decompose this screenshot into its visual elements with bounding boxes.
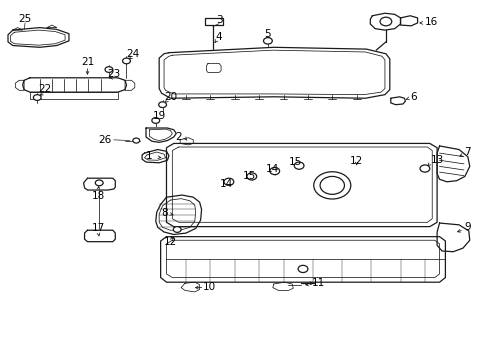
Polygon shape	[436, 146, 469, 182]
Circle shape	[158, 102, 166, 108]
Text: 7: 7	[463, 147, 469, 157]
Text: 10: 10	[203, 282, 216, 292]
Text: 17: 17	[91, 224, 104, 233]
Polygon shape	[181, 282, 199, 292]
Circle shape	[152, 118, 159, 123]
Text: 25: 25	[19, 14, 32, 24]
Circle shape	[122, 58, 130, 64]
Polygon shape	[84, 230, 115, 242]
Circle shape	[105, 67, 113, 72]
Polygon shape	[146, 128, 176, 142]
Polygon shape	[156, 195, 201, 234]
Text: 6: 6	[409, 92, 416, 102]
Polygon shape	[8, 28, 69, 47]
Text: 4: 4	[215, 32, 222, 41]
Circle shape	[246, 173, 256, 180]
Circle shape	[95, 180, 103, 186]
Polygon shape	[160, 237, 445, 282]
Text: 22: 22	[38, 84, 51, 94]
Polygon shape	[390, 97, 405, 105]
Text: 12: 12	[349, 156, 363, 166]
Circle shape	[313, 172, 350, 199]
Circle shape	[133, 138, 140, 143]
Circle shape	[298, 265, 307, 273]
Text: 9: 9	[463, 222, 469, 231]
Text: 13: 13	[430, 155, 443, 165]
Text: 21: 21	[81, 57, 94, 67]
Text: 11: 11	[311, 278, 325, 288]
Text: 24: 24	[126, 49, 140, 59]
Text: 20: 20	[163, 92, 177, 102]
Circle shape	[263, 38, 272, 44]
Text: 12: 12	[163, 237, 177, 247]
Circle shape	[294, 162, 304, 169]
Circle shape	[419, 165, 429, 172]
Text: 15: 15	[288, 157, 302, 167]
Text: 1: 1	[146, 150, 153, 161]
Polygon shape	[180, 138, 193, 145]
Text: 14: 14	[219, 179, 232, 189]
Text: 16: 16	[424, 17, 437, 27]
Polygon shape	[369, 13, 400, 30]
Text: 18: 18	[91, 191, 104, 201]
Polygon shape	[83, 178, 115, 190]
Text: 8: 8	[161, 208, 167, 218]
Text: 14: 14	[265, 163, 279, 174]
Circle shape	[173, 226, 181, 232]
Text: 23: 23	[107, 69, 120, 79]
Polygon shape	[205, 18, 222, 25]
Text: 19: 19	[152, 111, 165, 121]
Polygon shape	[436, 223, 469, 252]
Polygon shape	[166, 143, 436, 226]
Text: 3: 3	[215, 15, 222, 26]
Circle shape	[269, 167, 279, 175]
Circle shape	[320, 176, 344, 194]
Text: 26: 26	[99, 135, 112, 145]
Polygon shape	[272, 282, 293, 291]
Text: 15: 15	[242, 171, 256, 181]
Polygon shape	[142, 149, 168, 163]
Circle shape	[379, 17, 391, 26]
Polygon shape	[22, 78, 126, 92]
Polygon shape	[400, 16, 417, 26]
Circle shape	[224, 178, 233, 185]
Polygon shape	[159, 47, 389, 98]
Circle shape	[33, 95, 41, 100]
Polygon shape	[206, 63, 221, 72]
Text: 5: 5	[264, 29, 271, 39]
Text: 2: 2	[175, 132, 182, 142]
